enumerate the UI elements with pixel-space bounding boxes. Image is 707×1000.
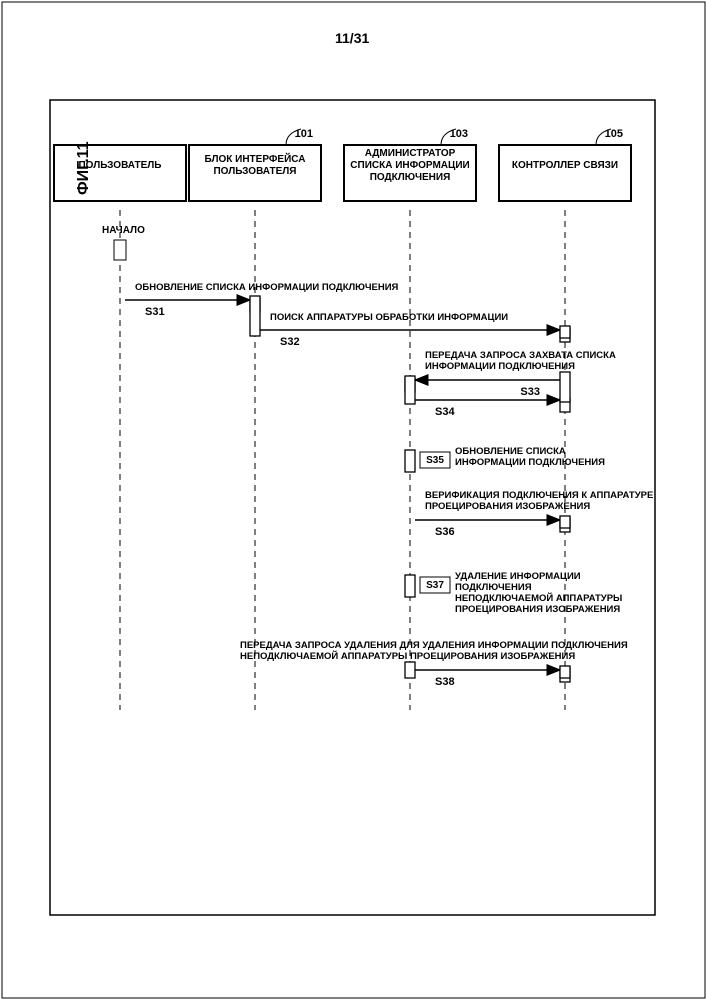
svg-text:S36: S36: [435, 526, 455, 538]
svg-text:ПЕРЕДАЧА ЗАПРОСА ЗАХВАТА СПИСК: ПЕРЕДАЧА ЗАПРОСА ЗАХВАТА СПИСКА: [425, 350, 616, 361]
svg-text:ПОДКЛЮЧЕНИЯ: ПОДКЛЮЧЕНИЯ: [370, 172, 451, 183]
svg-text:ВЕРИФИКАЦИЯ ПОДКЛЮЧЕНИЯ К АППА: ВЕРИФИКАЦИЯ ПОДКЛЮЧЕНИЯ К АППАРАТУРЕ: [425, 490, 653, 501]
figure-label: ФИГ.11: [75, 141, 93, 195]
svg-text:АДМИНИСТРАТОР: АДМИНИСТРАТОР: [365, 148, 456, 159]
svg-text:ОБНОВЛЕНИЕ СПИСКА: ОБНОВЛЕНИЕ СПИСКА: [455, 446, 566, 457]
svg-text:ПРОЕЦИРОВАНИЯ ИЗОБРАЖЕНИЯ: ПРОЕЦИРОВАНИЯ ИЗОБРАЖЕНИЯ: [425, 501, 590, 512]
svg-text:S37: S37: [426, 580, 444, 591]
svg-text:НЕПОДКЛЮЧАЕМОЙ АППАРАТУРЫ ПРОЕ: НЕПОДКЛЮЧАЕМОЙ АППАРАТУРЫ ПРОЕЦИРОВАНИЯ …: [240, 650, 575, 662]
svg-text:S34: S34: [435, 406, 455, 418]
svg-text:S33: S33: [520, 386, 540, 398]
svg-text:ИНФОРМАЦИИ ПОДКЛЮЧЕНИЯ: ИНФОРМАЦИИ ПОДКЛЮЧЕНИЯ: [455, 457, 605, 468]
svg-text:ПОДКЛЮЧЕНИЯ: ПОДКЛЮЧЕНИЯ: [455, 582, 532, 593]
svg-text:БЛОК ИНТЕРФЕЙСА: БЛОК ИНТЕРФЕЙСА: [205, 152, 306, 165]
svg-text:НЕПОДКЛЮЧАЕМОЙ АППАРАТУРЫ: НЕПОДКЛЮЧАЕМОЙ АППАРАТУРЫ: [455, 592, 622, 604]
svg-text:СПИСКА ИНФОРМАЦИИ: СПИСКА ИНФОРМАЦИИ: [350, 160, 469, 171]
svg-text:S32: S32: [280, 336, 300, 348]
svg-text:ПРОЕЦИРОВАНИЯ ИЗОБРАЖЕНИЯ: ПРОЕЦИРОВАНИЯ ИЗОБРАЖЕНИЯ: [455, 604, 620, 615]
svg-text:ИНФОРМАЦИИ ПОДКЛЮЧЕНИЯ: ИНФОРМАЦИИ ПОДКЛЮЧЕНИЯ: [425, 361, 575, 372]
svg-text:S38: S38: [435, 676, 455, 688]
page-number: 11/31: [335, 30, 369, 46]
start-label: НАЧАЛО: [102, 225, 145, 236]
svg-text:S35: S35: [426, 455, 444, 466]
svg-text:S31: S31: [145, 306, 165, 318]
svg-text:ОБНОВЛЕНИЕ СПИСКА ИНФОРМАЦИИ П: ОБНОВЛЕНИЕ СПИСКА ИНФОРМАЦИИ ПОДКЛЮЧЕНИЯ: [135, 282, 399, 293]
svg-text:УДАЛЕНИЕ ИНФОРМАЦИИ: УДАЛЕНИЕ ИНФОРМАЦИИ: [455, 571, 581, 582]
svg-text:ПОИСК АППАРАТУРЫ ОБРАБОТКИ ИНФ: ПОИСК АППАРАТУРЫ ОБРАБОТКИ ИНФОРМАЦИИ: [270, 312, 508, 323]
svg-text:ПОЛЬЗОВАТЕЛЯ: ПОЛЬЗОВАТЕЛЯ: [213, 166, 296, 177]
svg-text:ПЕРЕДАЧА ЗАПРОСА УДАЛЕНИЯ ДЛЯ: ПЕРЕДАЧА ЗАПРОСА УДАЛЕНИЯ ДЛЯ УДАЛЕНИЯ И…: [240, 640, 628, 651]
svg-text:КОНТРОЛЛЕР СВЯЗИ: КОНТРОЛЛЕР СВЯЗИ: [512, 160, 618, 171]
